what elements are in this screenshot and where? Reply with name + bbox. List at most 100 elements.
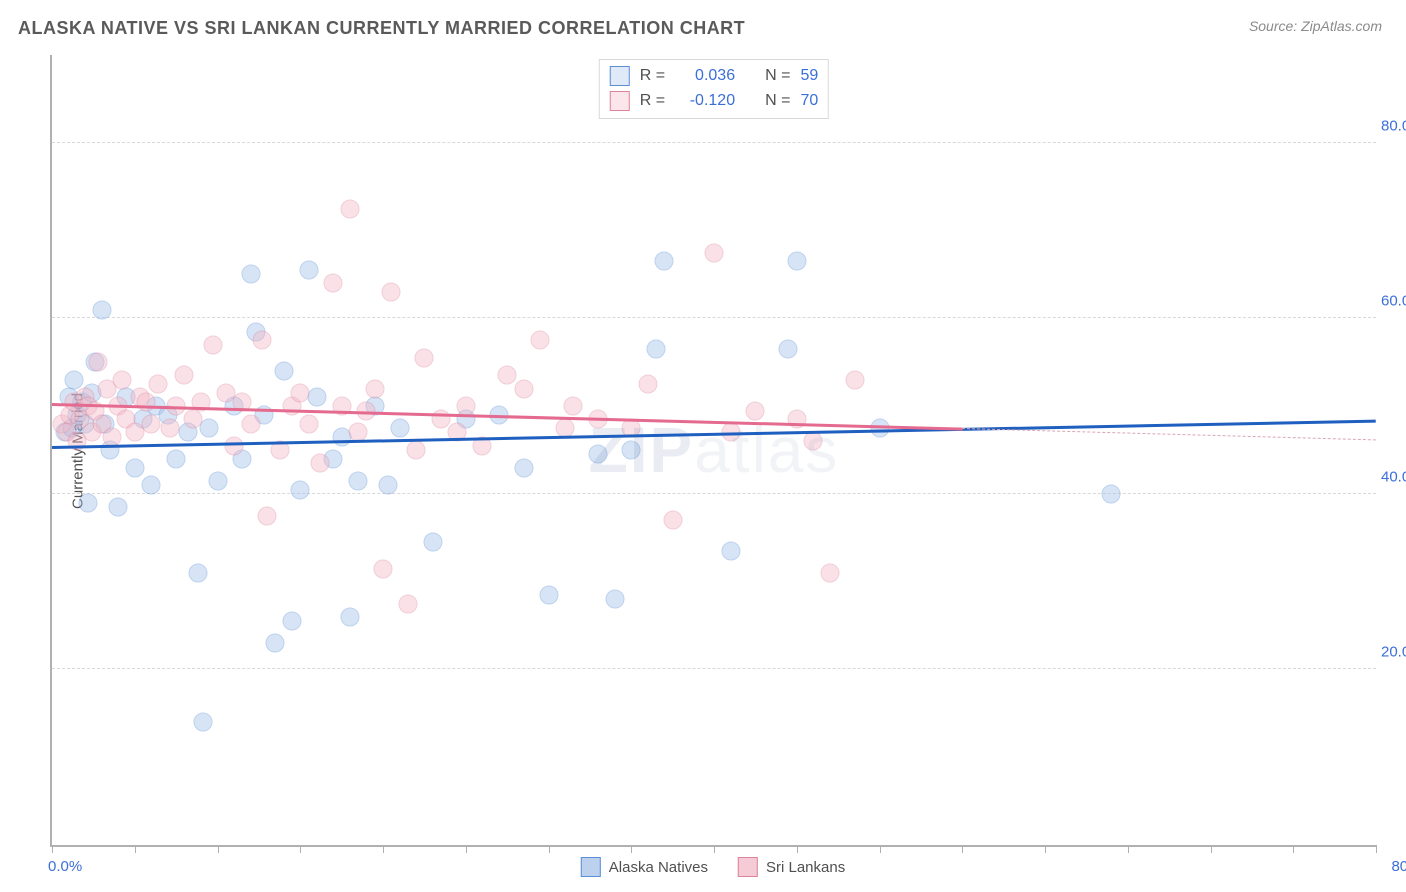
scatter-point — [423, 533, 442, 552]
x-tick — [549, 845, 550, 853]
x-tick — [52, 845, 53, 853]
scatter-point — [200, 419, 219, 438]
legend-swatch — [738, 857, 758, 877]
gridline — [52, 142, 1376, 143]
gridline — [52, 668, 1376, 669]
gridline — [52, 317, 1376, 318]
scatter-point — [183, 410, 202, 429]
scatter-point — [398, 594, 417, 613]
scatter-point — [282, 612, 301, 631]
scatter-point — [102, 427, 121, 446]
legend-label: Sri Lankans — [766, 859, 845, 876]
scatter-point — [663, 511, 682, 530]
y-tick-label: 60.0% — [1381, 293, 1406, 310]
scatter-point — [498, 366, 517, 385]
scatter-point — [845, 370, 864, 389]
scatter-point — [125, 458, 144, 477]
scatter-point — [382, 283, 401, 302]
x-tick — [1128, 845, 1129, 853]
correlation-legend: R =0.036N =59R =-0.120N =70 — [599, 59, 829, 119]
scatter-point — [137, 392, 156, 411]
x-tick — [962, 845, 963, 853]
scatter-point — [253, 331, 272, 350]
y-tick-label: 40.0% — [1381, 468, 1406, 485]
x-axis-min-label: 0.0% — [48, 858, 82, 875]
n-value: 70 — [800, 89, 818, 114]
scatter-point — [142, 414, 161, 433]
scatter-point — [407, 441, 426, 460]
r-label: R = — [640, 89, 665, 114]
n-value: 59 — [800, 64, 818, 89]
scatter-point — [787, 410, 806, 429]
scatter-point — [148, 375, 167, 394]
plot-region: ZIPatlas R =0.036N =59R =-0.120N =70 20.… — [50, 55, 1376, 847]
scatter-point — [870, 419, 889, 438]
legend-swatch — [610, 66, 630, 86]
scatter-point — [299, 261, 318, 280]
scatter-point — [291, 480, 310, 499]
scatter-point — [112, 370, 131, 389]
scatter-point — [64, 370, 83, 389]
scatter-point — [193, 713, 212, 732]
n-label: N = — [765, 64, 790, 89]
x-tick — [797, 845, 798, 853]
scatter-point — [531, 331, 550, 350]
scatter-point — [92, 300, 111, 319]
scatter-point — [79, 493, 98, 512]
scatter-point — [655, 252, 674, 271]
scatter-point — [456, 397, 475, 416]
scatter-point — [175, 366, 194, 385]
scatter-point — [390, 419, 409, 438]
scatter-point — [203, 335, 222, 354]
scatter-point — [1102, 484, 1121, 503]
source-label: Source: ZipAtlas.com — [1249, 18, 1382, 34]
scatter-point — [787, 252, 806, 271]
scatter-point — [721, 541, 740, 560]
scatter-point — [340, 199, 359, 218]
scatter-point — [109, 498, 128, 517]
scatter-point — [622, 441, 641, 460]
x-tick — [1376, 845, 1377, 853]
x-tick — [135, 845, 136, 853]
scatter-point — [188, 563, 207, 582]
scatter-point — [311, 454, 330, 473]
x-tick — [466, 845, 467, 853]
x-tick — [1045, 845, 1046, 853]
r-label: R = — [640, 64, 665, 89]
scatter-point — [258, 506, 277, 525]
r-value: -0.120 — [675, 89, 735, 114]
scatter-point — [539, 585, 558, 604]
scatter-point — [415, 348, 434, 367]
x-tick — [300, 845, 301, 853]
scatter-point — [241, 414, 260, 433]
scatter-point — [324, 274, 343, 293]
scatter-point — [307, 388, 326, 407]
scatter-point — [142, 476, 161, 495]
scatter-point — [365, 379, 384, 398]
x-tick — [714, 845, 715, 853]
scatter-point — [241, 265, 260, 284]
scatter-point — [167, 449, 186, 468]
chart-title: ALASKA NATIVE VS SRI LANKAN CURRENTLY MA… — [18, 18, 745, 39]
trend-line — [962, 428, 1376, 440]
scatter-point — [638, 375, 657, 394]
scatter-point — [340, 607, 359, 626]
gridline — [52, 493, 1376, 494]
y-tick-label: 20.0% — [1381, 644, 1406, 661]
scatter-point — [647, 340, 666, 359]
scatter-point — [605, 590, 624, 609]
legend-item: Sri Lankans — [738, 857, 845, 877]
legend-swatch — [581, 857, 601, 877]
legend-item: Alaska Natives — [581, 857, 708, 877]
series-legend: Alaska Natives Sri Lankans — [581, 857, 845, 877]
scatter-point — [160, 419, 179, 438]
scatter-point — [208, 471, 227, 490]
scatter-point — [266, 634, 285, 653]
scatter-point — [299, 414, 318, 433]
legend-stat-row: R =-0.120N =70 — [610, 89, 818, 114]
scatter-point — [514, 458, 533, 477]
scatter-point — [779, 340, 798, 359]
x-tick — [880, 845, 881, 853]
scatter-point — [89, 353, 108, 372]
scatter-point — [804, 432, 823, 451]
